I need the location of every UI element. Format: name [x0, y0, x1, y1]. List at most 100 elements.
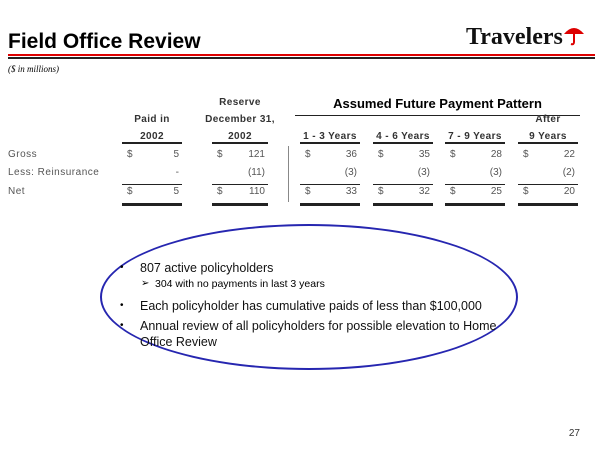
table-cell: 20 [563, 186, 575, 197]
total-underline [300, 203, 360, 206]
table-cell: 36 [345, 149, 357, 160]
table-cell-wrap: 22 [533, 149, 575, 161]
table-cell-wrap: 5 [137, 149, 179, 161]
arrow-bullet-icon: ➢ [141, 278, 150, 289]
bullet-item: Each policyholder has cumulative paids o… [140, 299, 482, 313]
total-underline [373, 203, 433, 206]
currency-symbol: $ [378, 186, 384, 197]
column-header-wrap: December 31, [197, 114, 283, 126]
currency-symbol-wrap: $ [127, 186, 133, 198]
total-underline [122, 203, 182, 206]
bullet-item: Annual review of all policyholders for p… [140, 319, 497, 349]
table-cell-wrap: 5 [137, 186, 179, 198]
bullet-icon: • [120, 320, 124, 331]
currency-symbol-wrap: $ [450, 149, 456, 161]
sub-bullet-item: 304 with no payments in last 3 years [155, 278, 325, 290]
currency-symbol-wrap: $ [217, 149, 223, 161]
column-divider [288, 146, 289, 202]
table-cell-wrap: 25 [460, 186, 502, 198]
table-cell: (3) [417, 167, 430, 178]
travelers-logo: Travelers [466, 24, 585, 51]
table-cell: 33 [345, 186, 357, 197]
subtotal-underline [445, 184, 505, 185]
group-rule [295, 115, 580, 116]
group-header-wrap: Assumed Future Payment Pattern [295, 96, 580, 111]
subtotal-underline [518, 184, 578, 185]
table-cell: (11) [247, 167, 265, 178]
bullet-icon: • [120, 262, 124, 273]
table-cell: 25 [490, 186, 502, 197]
total-underline [445, 203, 505, 206]
group-header: Assumed Future Payment Pattern [333, 96, 542, 111]
column-header-wrap: 2002 [197, 131, 283, 143]
highlight-oval [100, 224, 518, 370]
column-header-wrap: 4 - 6 Years [358, 131, 448, 143]
table-cell: - [175, 167, 179, 178]
row-label: Less: Reinsurance [8, 167, 100, 178]
row-label: Gross [8, 149, 38, 160]
row-label-wrap: Gross [8, 149, 37, 161]
currency-symbol: $ [523, 149, 529, 160]
row-label: Net [8, 186, 26, 197]
table-cell: 5 [173, 186, 179, 197]
header-underline [518, 142, 578, 144]
table-cell-wrap: 121 [227, 149, 265, 161]
table-cell-wrap: 36 [315, 149, 357, 161]
table-cell: 28 [490, 149, 502, 160]
bullet-item: 807 active policyholders [140, 261, 274, 275]
column-header-wrap: 7 - 9 Years [430, 131, 520, 143]
table-cell: (3) [344, 167, 357, 178]
currency-symbol-wrap: $ [523, 149, 529, 161]
header-rule-black [8, 57, 595, 59]
table-cell: 32 [418, 186, 430, 197]
column-header: After [535, 114, 561, 125]
umbrella-icon [563, 28, 584, 46]
column-header-wrap: 2002 [107, 131, 197, 143]
column-header: December 31, [205, 114, 275, 125]
column-header-wrap: Paid in [107, 114, 197, 126]
table-cell-wrap: 20 [533, 186, 575, 198]
header-underline [373, 142, 433, 144]
column-header: 4 - 6 Years [376, 131, 430, 142]
page-title: Field Office Review [8, 30, 201, 53]
currency-symbol-wrap: $ [305, 186, 311, 198]
currency-symbol: $ [450, 186, 456, 197]
table-cell-wrap: - [137, 167, 179, 179]
subtotal-underline [122, 184, 182, 185]
currency-symbol: $ [305, 186, 311, 197]
table-cell-wrap: 110 [227, 186, 265, 198]
subtotal-underline [212, 184, 268, 185]
row-label-wrap: Net [8, 186, 25, 198]
currency-symbol-wrap: $ [127, 149, 133, 161]
page-number: 27 [568, 428, 580, 439]
column-header-wrap: After [503, 114, 593, 126]
column-header: 9 Years [529, 131, 567, 142]
table-cell-wrap: 33 [315, 186, 357, 198]
table-cell: (3) [489, 167, 502, 178]
currency-symbol: $ [450, 149, 456, 160]
column-header: 1 - 3 Years [303, 131, 357, 142]
column-header: 7 - 9 Years [448, 131, 502, 142]
currency-symbol-wrap: $ [523, 186, 529, 198]
table-cell: 35 [418, 149, 430, 160]
currency-symbol: $ [127, 149, 133, 160]
currency-symbol-wrap: $ [217, 186, 223, 198]
header-underline [300, 142, 360, 144]
table-cell: 5 [173, 149, 179, 160]
table-cell-wrap: (3) [315, 167, 357, 179]
table-cell-wrap: 35 [388, 149, 430, 161]
column-header: Paid in [134, 114, 170, 125]
total-underline [212, 203, 268, 206]
table-cell: (2) [562, 167, 575, 178]
table-cell: 121 [248, 149, 265, 160]
column-header: Reserve [219, 97, 261, 108]
column-header: 2002 [228, 131, 252, 142]
header-underline [122, 142, 182, 144]
row-label-wrap: Less: Reinsurance [8, 167, 99, 179]
currency-symbol: $ [305, 149, 311, 160]
units-note: ($ in millions) [8, 64, 59, 74]
column-header: 2002 [140, 131, 164, 142]
total-underline [518, 203, 578, 206]
bullet-icon: • [120, 300, 124, 311]
currency-symbol: $ [217, 186, 223, 197]
